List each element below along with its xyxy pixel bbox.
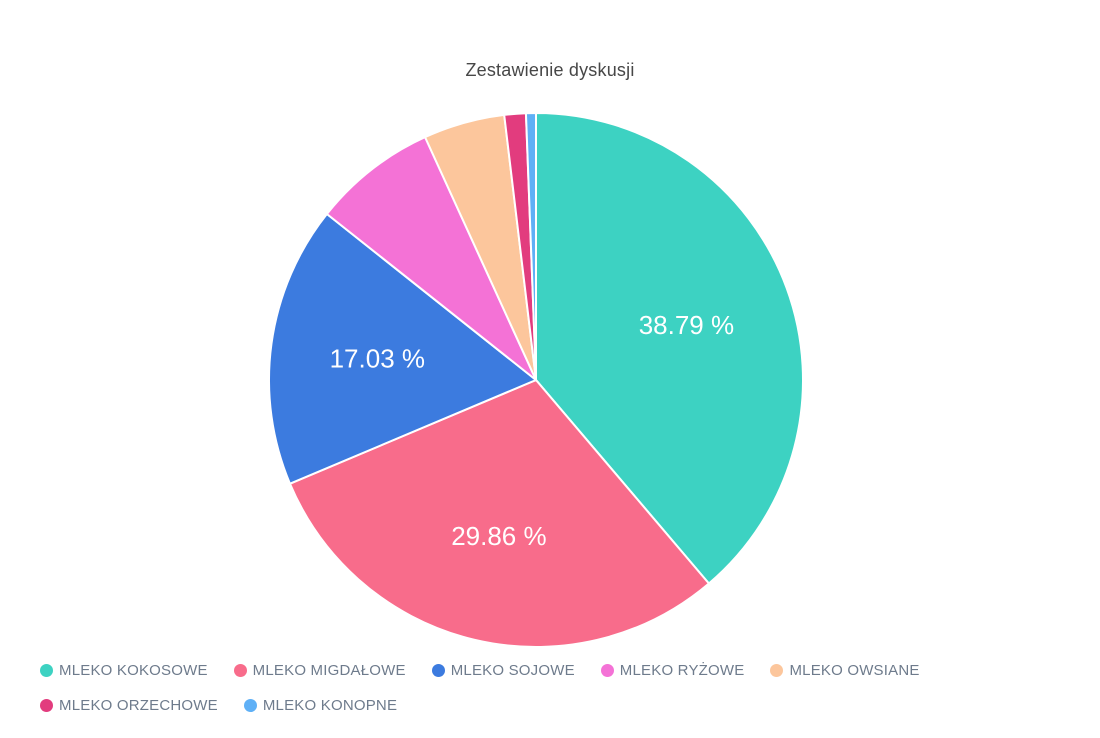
legend-item-mleko-owsiane[interactable]: MLEKO OWSIANE: [770, 662, 919, 679]
legend-item-mleko-ryzowe[interactable]: MLEKO RYŻOWE: [600, 662, 745, 679]
legend-marker-icon: [600, 664, 614, 677]
legend-label: MLEKO SOJOWE: [450, 662, 575, 679]
chart-legend: MLEKO KOKOSOWE MLEKO MIGDAŁOWE MLEKO SOJOW…: [40, 662, 1020, 714]
legend-marker-icon: [40, 699, 53, 712]
legend-item-mleko-migdalowe[interactable]: MLEKO MIGDAŁOWE: [233, 662, 406, 679]
legend-item-mleko-orzechowe[interactable]: MLEKO ORZECHOWE: [40, 697, 218, 714]
pie-slice-mleko-kokosowe[interactable]: [535, 112, 804, 585]
legend-marker-icon: [770, 664, 784, 677]
pie-slice-mleko-konopne[interactable]: [524, 112, 537, 381]
chart-title: Zestawienie dyskusji: [465, 60, 635, 80]
legend-item-mleko-sojowe[interactable]: MLEKO SOJOWE: [431, 662, 575, 679]
legend-label: MLEKO RYŻOWE: [619, 662, 745, 679]
legend-marker-icon: [40, 664, 53, 677]
legend-label: MLEKO KOKOSOWE: [59, 662, 208, 679]
legend-marker-icon: [243, 699, 257, 712]
legend-label: MLEKO MIGDAŁOWE: [252, 662, 406, 679]
legend-label: MLEKO KONOPNE: [262, 697, 398, 714]
pie-slice-mleko-ryzowe[interactable]: [325, 136, 537, 381]
pie-slice-mleko-migdalowe[interactable]: [288, 379, 710, 648]
legend-item-mleko-kokosowe[interactable]: MLEKO KOKOSOWE: [40, 662, 208, 679]
pie-slice-mleko-sojowe[interactable]: [268, 212, 537, 485]
legend-marker-icon: [233, 664, 247, 677]
legend-marker-icon: [431, 664, 445, 677]
legend-item-mleko-konopne[interactable]: MLEKO KONOPNE: [243, 697, 398, 714]
legend-label: MLEKO OWSIANE: [789, 662, 920, 679]
legend-label: MLEKO ORZECHOWE: [59, 697, 218, 714]
